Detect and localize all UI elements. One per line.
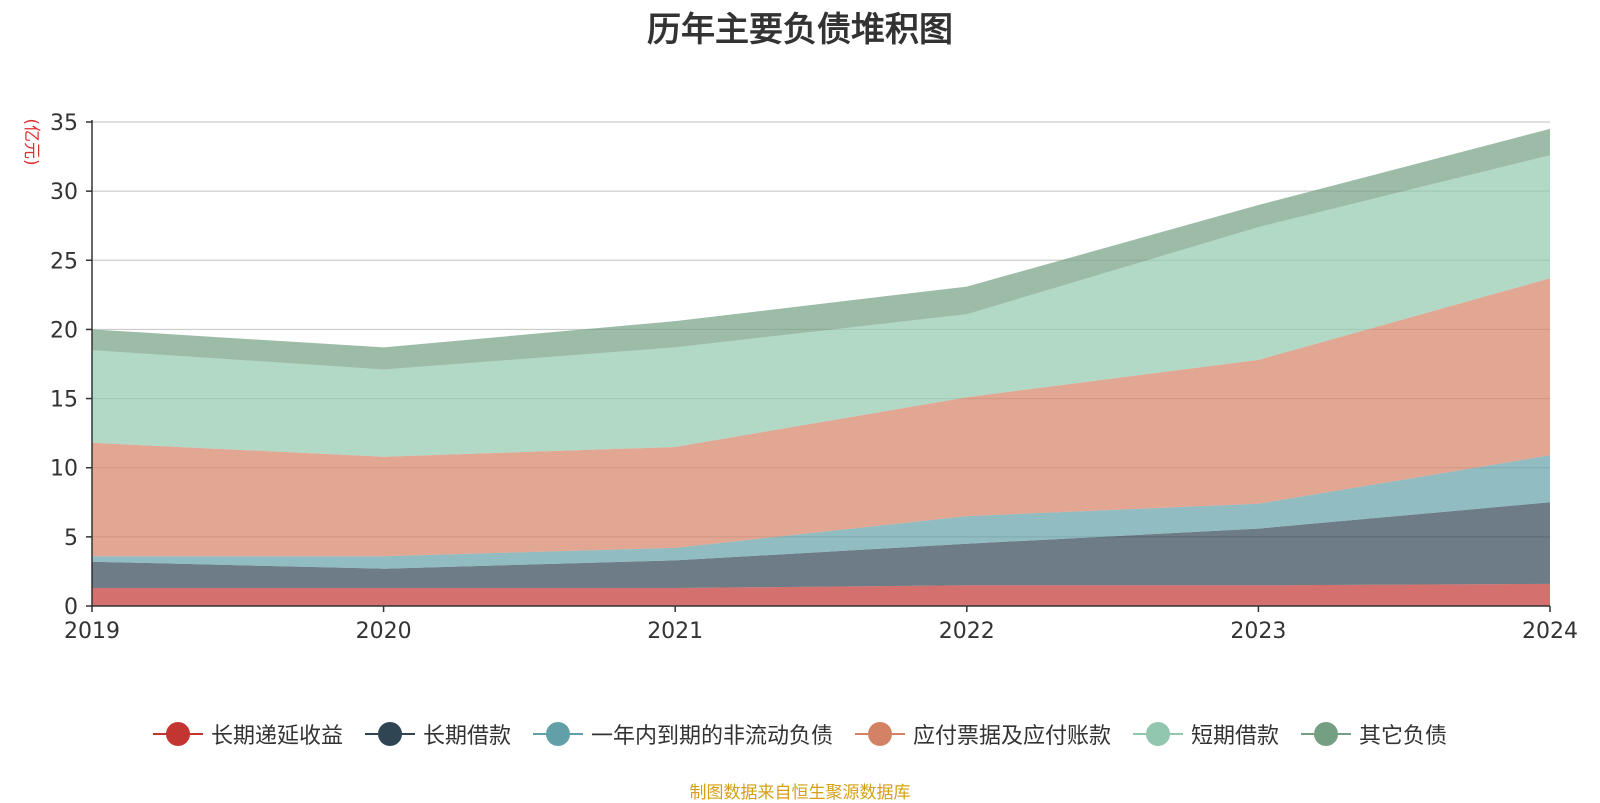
y-tick-label: 35 (50, 111, 78, 136)
legend-item[interactable]: 长期递延收益 (152, 718, 343, 750)
legend: 长期递延收益 长期借款 一年内到期的非流动负债 应付票据及应付账款 短期借款 其它负债 (0, 718, 1600, 750)
legend-marker-icon (532, 722, 583, 746)
y-tick-label: 10 (50, 457, 78, 482)
legend-item[interactable]: 应付票据及应付账款 (855, 718, 1111, 750)
y-tick-label: 30 (50, 180, 78, 205)
axes: 0 5 10 15 20 25 30 35 2019 2020 2021 2022 2023 2024 (50, 111, 1578, 644)
legend-label: 其它负债 (1359, 724, 1448, 749)
stacked-areas (92, 128, 1550, 606)
area-series-0 (92, 583, 1550, 606)
x-tick-label: 2022 (939, 619, 995, 644)
x-tick-label: 2020 (356, 619, 412, 644)
legend-label: 短期借款 (1191, 724, 1280, 749)
y-axis-unit: (亿元) (21, 118, 41, 165)
area-series-3 (92, 278, 1550, 557)
area-series-1 (92, 502, 1550, 588)
legend-item[interactable]: 长期借款 (364, 718, 511, 750)
x-tick-label: 2023 (1230, 619, 1286, 644)
legend-item[interactable]: 其它负债 (1301, 718, 1447, 750)
y-tick-label: 20 (50, 318, 78, 343)
x-tick-label: 2021 (647, 619, 703, 644)
legend-label: 一年内到期的非流动负债 (590, 724, 833, 749)
source-note: 制图数据来自恒生聚源数据库 (689, 783, 911, 803)
legend-label: 应付票据及应付账款 (913, 724, 1112, 749)
x-tick-label: 2019 (64, 619, 120, 644)
area-series-4 (92, 155, 1550, 457)
legend-marker-icon (152, 722, 203, 746)
y-tick-label: 0 (64, 595, 78, 620)
x-tick-label: 2024 (1522, 619, 1578, 644)
y-tick-label: 15 (50, 388, 78, 413)
chart-title: 历年主要负债堆积图 (647, 10, 953, 50)
area-series-5 (92, 128, 1550, 370)
legend-marker-icon (1133, 722, 1184, 746)
legend-label: 长期递延收益 (210, 724, 343, 749)
legend-marker-icon (1301, 722, 1352, 746)
area-series-2 (92, 455, 1550, 569)
legend-item[interactable]: 短期借款 (1133, 718, 1279, 750)
legend-item[interactable]: 一年内到期的非流动负债 (532, 718, 833, 750)
legend-label: 长期借款 (422, 724, 511, 749)
y-tick-label: 25 (50, 249, 78, 274)
y-tick-label: 5 (64, 526, 78, 551)
legend-marker-icon (855, 722, 905, 746)
legend-marker-icon (364, 722, 415, 746)
